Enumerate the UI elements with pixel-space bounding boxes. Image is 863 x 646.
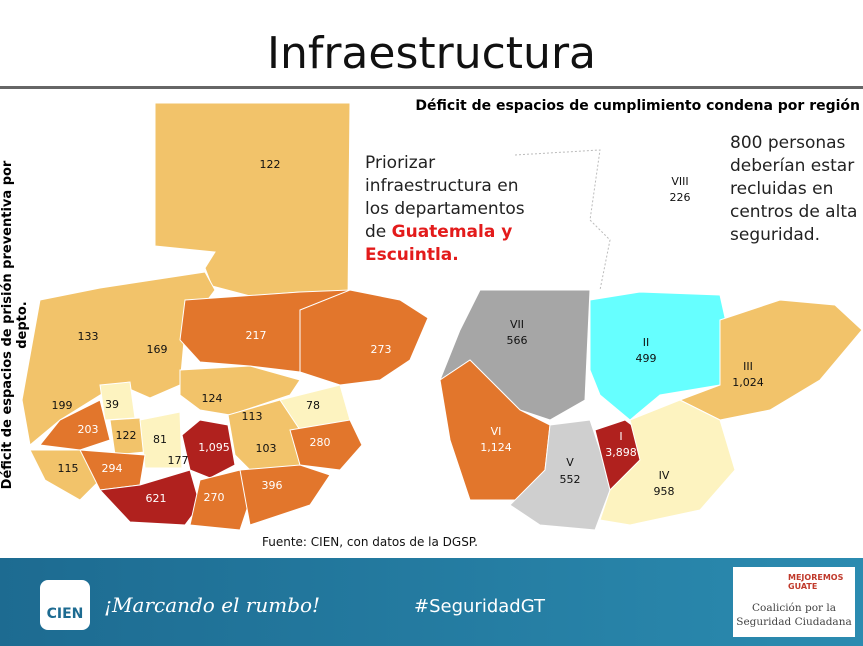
partner-badge: MEJOREMOS GUATE [788,573,844,591]
region-value: 226 [670,191,691,204]
region-shape [509,419,611,531]
footer: CIEN ¡Marcando el rumbo! #SeguridadGT ME… [0,558,863,646]
region-name: VII [510,318,524,331]
dept-value: 81 [153,433,167,446]
dept-labels: 122 133 169 217 273 199 39 124 113 78 20… [52,158,392,505]
dept-value: 122 [116,429,137,442]
partner-name: Coalición por la Seguridad Ciudadana [736,602,852,628]
region-name: VIII [671,175,688,188]
dept-value: 273 [371,343,392,356]
source: Fuente: CIEN, con datos de la DGSP. [262,535,478,549]
region-name: III [743,360,753,373]
region-name: I [619,430,622,443]
note: Priorizar infraestructura en los departa… [365,152,540,267]
title: Infraestructura [266,28,596,79]
region-shape [589,291,731,421]
dept-value: 169 [147,343,168,356]
region-value: 499 [636,352,657,365]
dept-value: 217 [246,329,267,342]
dept-value: 103 [256,442,277,455]
dept-value: 39 [105,398,119,411]
region-name: V [566,456,574,469]
region-name: VI [491,425,502,438]
logo: CIEN [40,580,90,630]
dept-value: 396 [262,479,283,492]
region-value: 1,124 [480,441,512,454]
dept-value: 78 [306,399,320,412]
region-shape [599,399,736,526]
maps: 122 133 169 217 273 199 39 124 113 78 20… [21,102,863,531]
dept-value: 115 [58,462,79,475]
dept-value: 203 [78,423,99,436]
dept-shape [239,464,331,526]
partner-box: MEJOREMOS GUATE Coalición por la Segurid… [733,567,855,637]
dept-shape [299,289,429,386]
region-value: 566 [507,334,528,347]
dept-shape [39,399,111,451]
dept-value: 280 [310,436,331,449]
region-value: 1,024 [732,376,764,389]
title-rule [0,86,863,89]
region-value: 958 [654,485,675,498]
dept-value: 621 [146,492,167,505]
dept-shape [179,365,301,416]
dept-value: 133 [78,330,99,343]
region-outline [514,149,611,291]
right-map-title: Déficit de espacios de cumplimiento cond… [415,98,860,114]
region-name: II [643,336,650,349]
dept-shape [189,469,251,531]
dept-value: 294 [102,462,123,475]
region-shape [678,299,863,421]
note-text: Priorizar infraestructura en los departa… [365,153,525,242]
hashtag: #SeguridadGT [414,596,546,617]
dept-value: 122 [260,158,281,171]
dept-shape [21,271,216,446]
dept-value: 270 [204,491,225,504]
region-name: IV [659,469,670,482]
region-labels: VIII 226 VII 566 II 499 III 1,024 VI 1,1… [480,175,764,498]
dept-shape [139,411,183,469]
dept-shape [29,449,101,501]
dept-value: 1,095 [198,441,230,454]
region-value: 3,898 [605,446,637,459]
dept-shape [289,419,363,471]
region-value: 552 [560,473,581,486]
dept-value: 199 [52,399,73,412]
tagline: ¡Marcando el rumbo! [104,593,321,617]
dept-shape [154,102,351,301]
dept-value: 113 [242,410,263,423]
dept-value: 124 [202,392,223,405]
note-highlight: Guatemala y Escuintla. [365,222,513,265]
dept-value: 177 [168,454,189,467]
callout: 800 personas deberían estar recluidas en… [730,133,858,245]
